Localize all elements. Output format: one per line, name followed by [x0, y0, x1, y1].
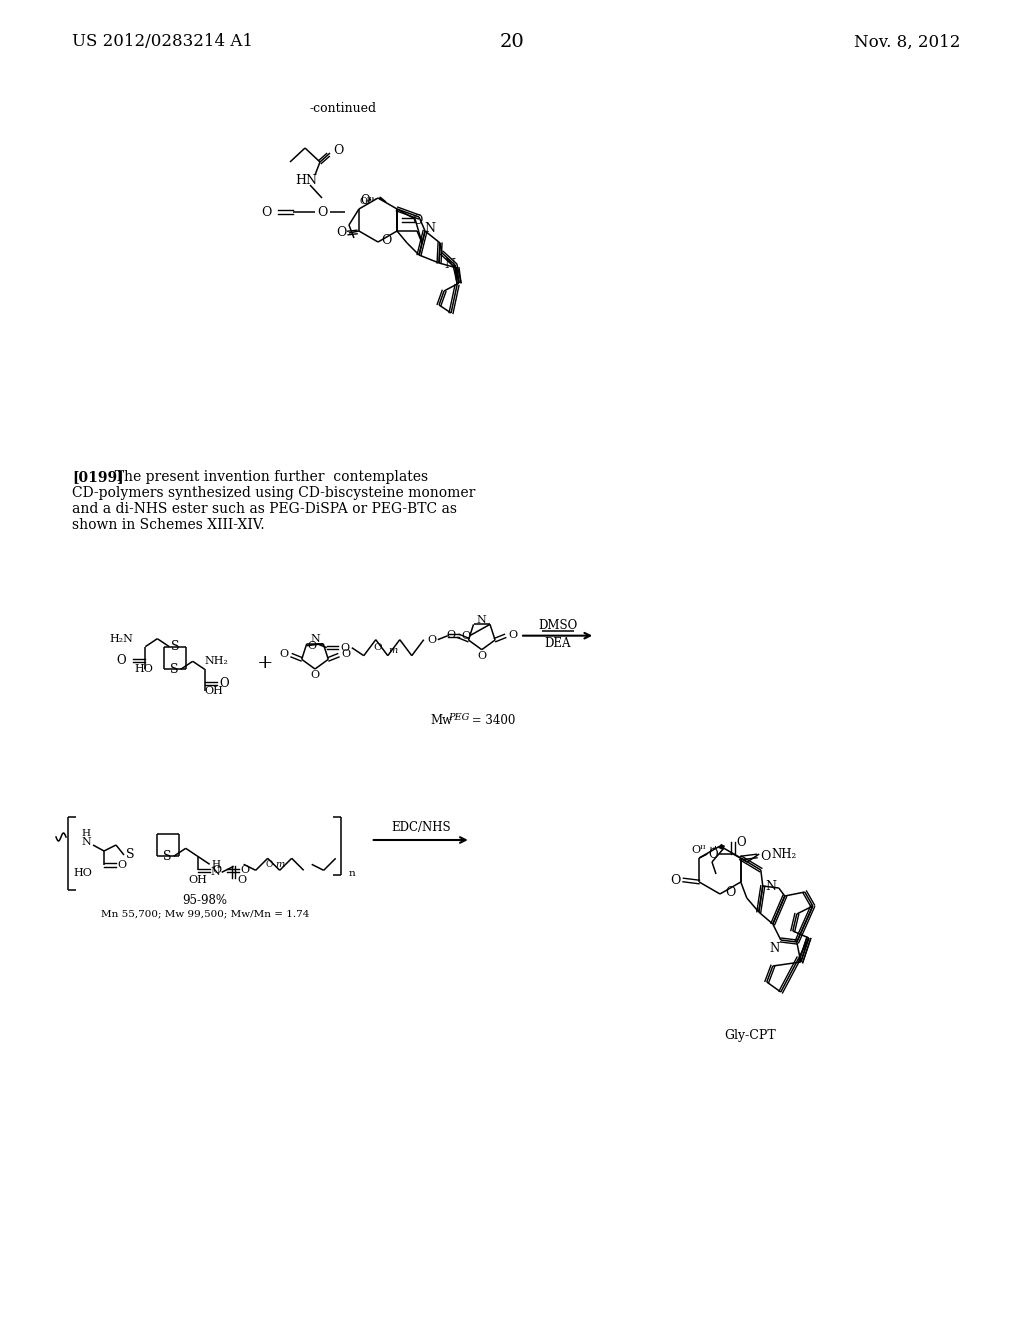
Text: DEA: DEA	[545, 638, 570, 651]
Text: Nov. 8, 2012: Nov. 8, 2012	[854, 33, 961, 50]
Text: Mw: Mw	[430, 714, 453, 726]
Text: -continued: -continued	[310, 102, 377, 115]
Text: HO: HO	[134, 664, 154, 673]
Text: H₂N: H₂N	[110, 634, 133, 644]
Text: CD-polymers synthesized using CD-biscysteine monomer: CD-polymers synthesized using CD-biscyst…	[72, 486, 475, 500]
Text: N: N	[477, 615, 486, 624]
Text: N: N	[444, 259, 456, 272]
Text: 95-98%: 95-98%	[182, 894, 227, 907]
Text: O: O	[412, 214, 422, 227]
Text: PEG: PEG	[449, 713, 469, 722]
Text: O: O	[310, 671, 319, 680]
Text: HN: HN	[295, 173, 317, 186]
Text: S: S	[170, 663, 179, 676]
Text: O: O	[360, 194, 370, 207]
Text: Oᴵᴵᴵ: Oᴵᴵᴵ	[360, 197, 375, 206]
Text: m: m	[388, 647, 397, 655]
Text: O: O	[477, 651, 486, 661]
Text: O: O	[709, 847, 718, 861]
Text: O: O	[240, 866, 249, 875]
Text: O: O	[509, 630, 518, 640]
Text: N: N	[211, 867, 220, 878]
Text: O: O	[381, 234, 391, 247]
Text: NH₂: NH₂	[205, 656, 228, 667]
Text: H: H	[82, 829, 90, 837]
Text: H: H	[211, 859, 220, 869]
Text: m: m	[275, 859, 285, 869]
Text: N: N	[765, 879, 776, 892]
Text: O: O	[670, 874, 680, 887]
Text: O: O	[118, 861, 127, 870]
Text: N: N	[425, 223, 435, 235]
Text: O: O	[337, 227, 347, 239]
Text: N: N	[310, 634, 319, 644]
Text: O: O	[725, 886, 735, 899]
Text: [0199]: [0199]	[72, 470, 124, 484]
Polygon shape	[380, 197, 386, 202]
Text: US 2012/0283214 A1: US 2012/0283214 A1	[72, 33, 253, 50]
Text: O: O	[307, 640, 316, 651]
Text: Gly-CPT: Gly-CPT	[724, 1028, 776, 1041]
Text: O: O	[761, 850, 771, 862]
Text: S: S	[164, 850, 172, 863]
Text: = 3400: = 3400	[468, 714, 515, 726]
Text: HO: HO	[73, 869, 92, 878]
Text: O: O	[280, 649, 288, 659]
Text: O: O	[736, 836, 746, 849]
Text: EDC/NHS: EDC/NHS	[391, 821, 451, 834]
Text: The present invention further  contemplates: The present invention further contemplat…	[106, 470, 428, 484]
Text: S: S	[171, 640, 179, 653]
Text: O: O	[212, 866, 221, 875]
Text: n: n	[349, 869, 355, 878]
Text: OH: OH	[188, 875, 207, 886]
Text: N: N	[81, 837, 91, 847]
Text: O: O	[316, 206, 328, 219]
Text: S: S	[126, 849, 134, 862]
Text: O: O	[333, 144, 343, 157]
Text: OH: OH	[205, 686, 223, 697]
Text: NH₂: NH₂	[771, 847, 797, 861]
Text: DMSO: DMSO	[538, 619, 578, 632]
Text: Mn 55,700; Mw 99,500; Mw/Mn = 1.74: Mn 55,700; Mw 99,500; Mw/Mn = 1.74	[100, 909, 309, 919]
Text: O: O	[261, 206, 272, 219]
Text: +: +	[257, 653, 273, 672]
Text: N: N	[770, 941, 780, 954]
Text: O: O	[117, 655, 126, 667]
Text: O: O	[445, 630, 455, 640]
Text: O: O	[427, 635, 436, 644]
Text: O: O	[266, 859, 273, 869]
Text: O: O	[220, 677, 229, 690]
Text: O: O	[374, 643, 382, 652]
Text: Oᴵᴵ: Oᴵᴵ	[691, 845, 706, 855]
Text: 20: 20	[500, 33, 524, 51]
Text: and a di-NHS ester such as PEG-DiSPA or PEG-BTC as: and a di-NHS ester such as PEG-DiSPA or …	[72, 502, 457, 516]
Text: O: O	[461, 631, 470, 640]
Text: O: O	[342, 649, 351, 659]
Text: shown in Schemes XIII-XIV.: shown in Schemes XIII-XIV.	[72, 517, 264, 532]
Text: O: O	[238, 875, 246, 886]
Text: O: O	[340, 643, 349, 652]
